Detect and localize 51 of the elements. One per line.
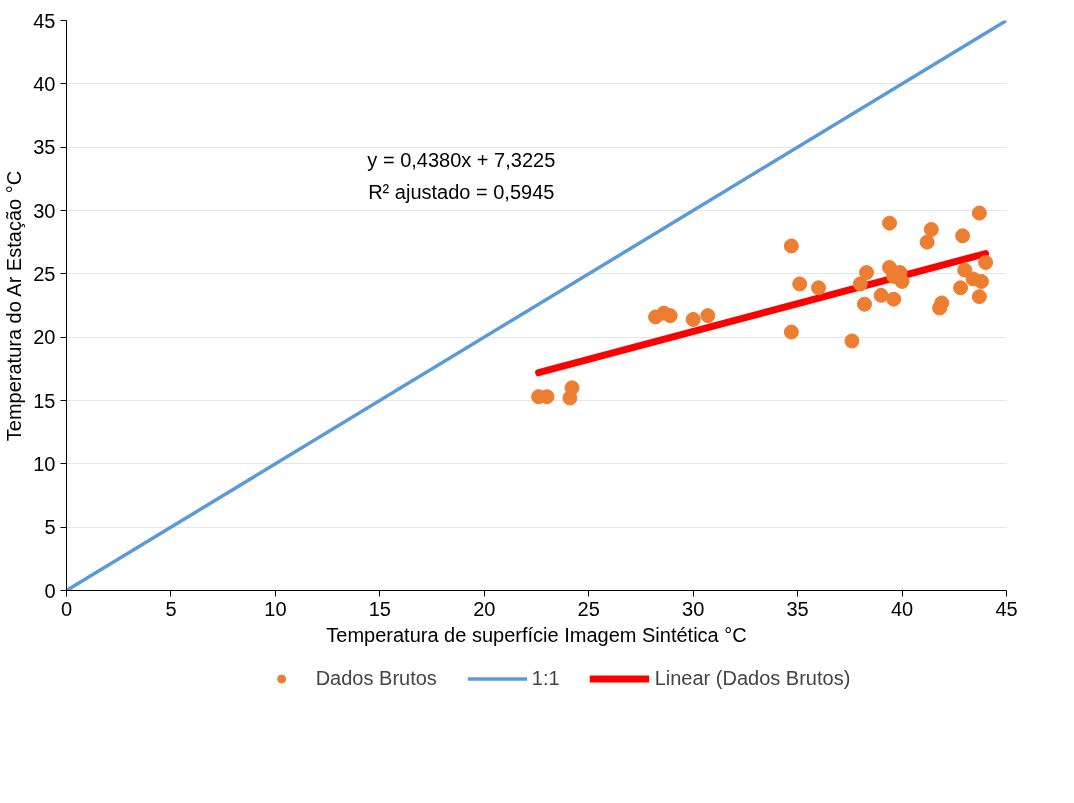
point (971, 205, 987, 221)
point (978, 254, 994, 270)
legend-label: 1:1 (531, 666, 560, 690)
x-axis-title: Temperatura de superfície Imagem Sintética °C (326, 623, 747, 646)
point (973, 273, 989, 289)
point (886, 291, 902, 307)
legend-label: Dados Brutos (315, 666, 437, 690)
x-tick-label: 25 (577, 597, 600, 620)
point (955, 228, 971, 244)
y-tick-label: 30 (33, 199, 56, 222)
x-tick-label: 40 (890, 597, 914, 620)
point (856, 296, 872, 312)
x-tick-label: 35 (786, 597, 809, 620)
annotation: R² ajustado = 0,5945 (368, 180, 555, 203)
point (852, 276, 868, 292)
y-tick-label: 20 (33, 326, 56, 349)
y-tick-label: 25 (33, 262, 56, 285)
x-tick-label: 15 (368, 597, 391, 620)
point (971, 289, 987, 305)
point (662, 308, 678, 324)
point (859, 265, 875, 281)
x-tick-label: 20 (473, 597, 496, 620)
point (873, 287, 889, 303)
y-tick-label: 35 (33, 136, 56, 159)
point (564, 380, 580, 396)
annotation: y = 0,4380x + 7,3225 (367, 149, 556, 172)
point (792, 276, 808, 292)
point (953, 280, 969, 296)
y-tick-label: 5 (44, 516, 56, 539)
y-tick-label: 0 (44, 579, 56, 602)
x-tick-label: 10 (264, 597, 287, 620)
x-tick-label: 30 (682, 597, 705, 620)
point (783, 238, 799, 254)
y-tick-label: 10 (33, 452, 56, 475)
y-tick-label: 15 (33, 389, 56, 412)
x-tick-label: 45 (995, 597, 1018, 620)
point (957, 262, 973, 278)
y-axis-title: Temperatura do Ar Estação °C (3, 170, 26, 442)
legend-label: Linear (Dados Brutos) (654, 666, 851, 690)
point (811, 280, 826, 296)
point (919, 234, 935, 250)
point (923, 222, 939, 237)
x-tick-label: 0 (60, 597, 73, 620)
point (844, 333, 860, 349)
y-tick-label: 45 (33, 9, 56, 32)
y-tick-label: 40 (33, 72, 56, 95)
x-tick-label: 5 (165, 597, 177, 620)
point (685, 311, 701, 327)
point (882, 215, 898, 231)
point (783, 324, 799, 340)
point (700, 308, 716, 324)
